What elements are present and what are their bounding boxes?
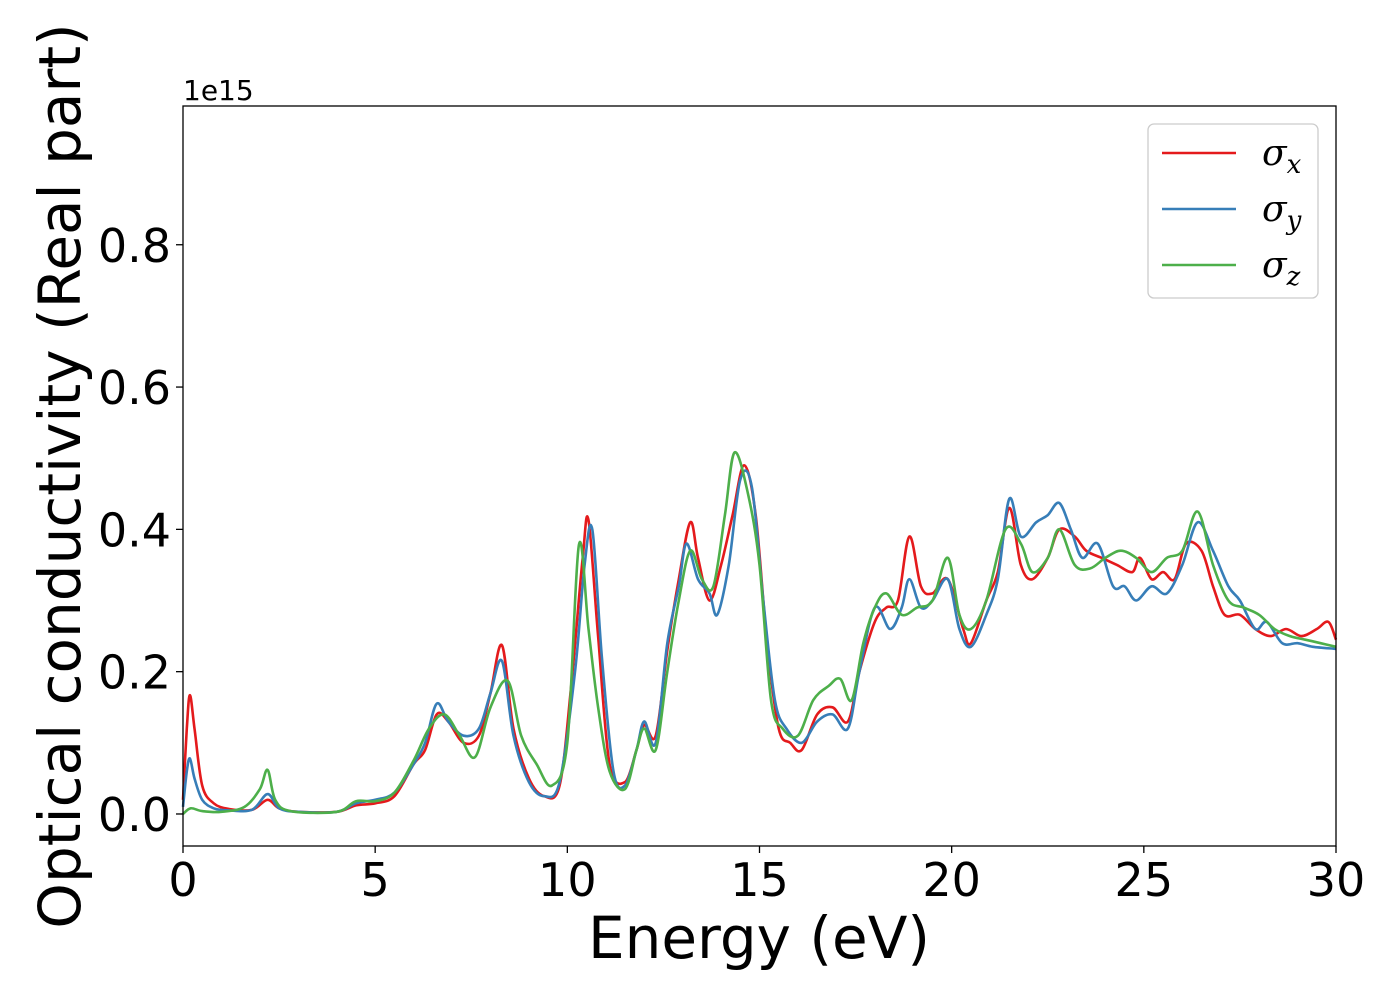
y-tick-label-1: 0.2 [98,646,171,700]
x-tick-label-2: 10 [538,853,597,907]
legend-box [1147,123,1319,299]
x-axis-label: Energy (eV) [588,904,930,972]
series-line-z [182,451,1337,816]
y-tick-label-4: 0.8 [98,219,171,273]
y-axis-ticks: 0.0 0.2 0.4 0.6 0.8 [98,219,183,842]
x-tick-label-3: 15 [730,853,789,907]
x-tick-label-1: 5 [361,853,390,907]
legend-label-z: σz [1262,245,1301,292]
x-axis-ticks: 0 5 10 15 20 25 30 [168,846,1365,907]
series-line-y [181,469,1337,814]
y-tick-label-2: 0.4 [98,503,171,557]
x-tick-label-4: 20 [922,853,981,907]
y-offset-label: 1e15 [183,74,254,107]
x-tick-label-0: 0 [168,853,197,907]
y-tick-label-3: 0.6 [98,361,171,415]
y-tick-label-0: 0.0 [98,788,171,842]
plot-area [183,106,1336,846]
x-tick-label-5: 25 [1115,853,1174,907]
y-axis-label: Optical conductivity (Real part) [26,23,94,928]
series-layer [181,451,1338,816]
x-tick-label-6: 30 [1307,853,1366,907]
